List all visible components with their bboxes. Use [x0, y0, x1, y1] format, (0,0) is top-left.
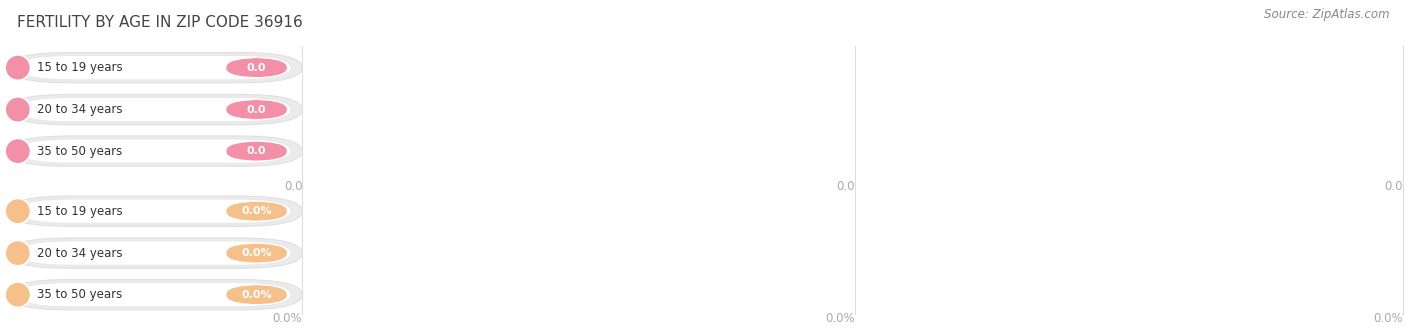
Text: 0.0%: 0.0% — [242, 248, 271, 258]
FancyBboxPatch shape — [18, 97, 291, 122]
Ellipse shape — [6, 139, 31, 164]
Text: 0.0: 0.0 — [247, 105, 266, 115]
Text: 0.0: 0.0 — [1385, 180, 1403, 193]
Text: 15 to 19 years: 15 to 19 years — [37, 61, 122, 74]
FancyBboxPatch shape — [226, 243, 287, 263]
Text: 20 to 34 years: 20 to 34 years — [37, 103, 122, 116]
Text: 0.0%: 0.0% — [242, 290, 271, 300]
Text: 0.0: 0.0 — [247, 63, 266, 73]
FancyBboxPatch shape — [18, 139, 291, 163]
FancyBboxPatch shape — [18, 55, 291, 80]
Ellipse shape — [6, 97, 31, 122]
Text: 35 to 50 years: 35 to 50 years — [37, 145, 122, 158]
Text: Source: ZipAtlas.com: Source: ZipAtlas.com — [1264, 8, 1389, 21]
FancyBboxPatch shape — [7, 196, 302, 226]
Text: 35 to 50 years: 35 to 50 years — [37, 288, 122, 301]
Text: 0.0: 0.0 — [247, 146, 266, 156]
Ellipse shape — [6, 241, 31, 266]
FancyBboxPatch shape — [7, 238, 302, 268]
Text: 0.0%: 0.0% — [1374, 312, 1403, 325]
Text: 0.0: 0.0 — [837, 180, 855, 193]
FancyBboxPatch shape — [226, 141, 287, 161]
Text: 0.0%: 0.0% — [825, 312, 855, 325]
FancyBboxPatch shape — [7, 52, 302, 83]
Text: 0.0%: 0.0% — [242, 206, 271, 216]
FancyBboxPatch shape — [7, 136, 302, 166]
Text: 0.0%: 0.0% — [273, 312, 302, 325]
FancyBboxPatch shape — [7, 280, 302, 310]
Text: 20 to 34 years: 20 to 34 years — [37, 247, 122, 260]
FancyBboxPatch shape — [18, 199, 291, 223]
Text: FERTILITY BY AGE IN ZIP CODE 36916: FERTILITY BY AGE IN ZIP CODE 36916 — [17, 15, 302, 30]
Ellipse shape — [6, 55, 31, 80]
FancyBboxPatch shape — [18, 241, 291, 265]
FancyBboxPatch shape — [226, 201, 287, 221]
Ellipse shape — [6, 282, 31, 307]
Ellipse shape — [6, 199, 31, 224]
Text: 0.0: 0.0 — [284, 180, 302, 193]
FancyBboxPatch shape — [226, 58, 287, 78]
FancyBboxPatch shape — [226, 100, 287, 119]
FancyBboxPatch shape — [7, 94, 302, 125]
FancyBboxPatch shape — [18, 282, 291, 307]
Text: 15 to 19 years: 15 to 19 years — [37, 205, 122, 218]
FancyBboxPatch shape — [226, 285, 287, 305]
